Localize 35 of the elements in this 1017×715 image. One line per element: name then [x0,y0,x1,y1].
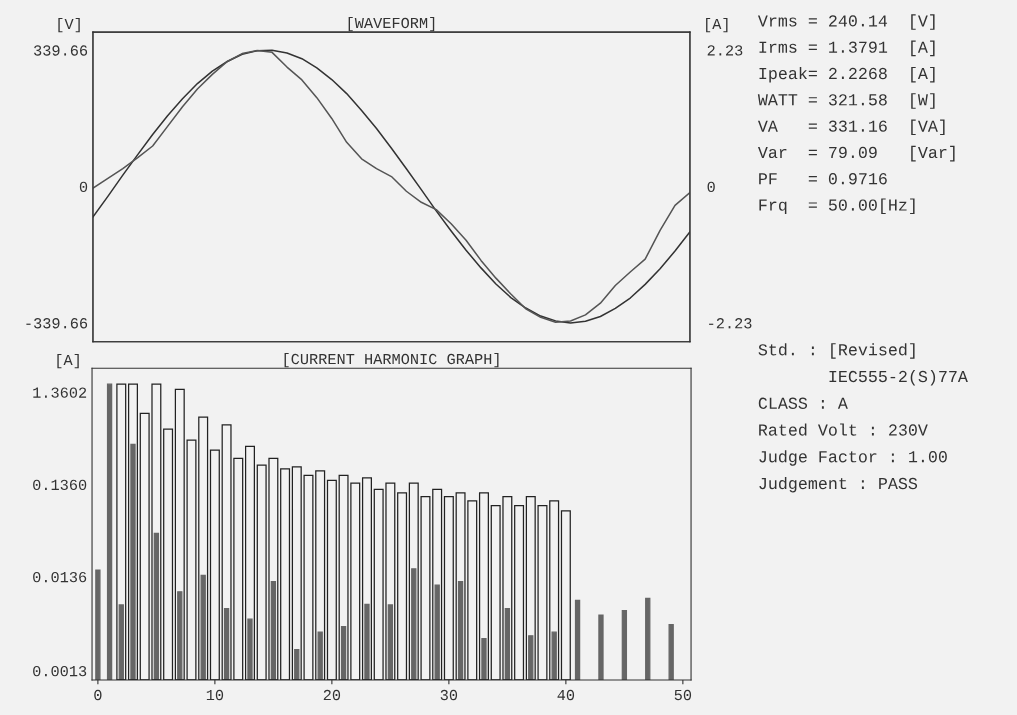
chart-title: [CURRENT HARMONIC GRAPH] [284,352,499,368]
y-tick-label: 0.0013 [33,665,87,677]
text: Var = 79.09 [Var] [757,145,955,162]
x-tick-label: 40 [557,689,575,701]
y-tick-label: -339.66 [26,318,88,329]
x-tick-label: 0 [94,689,102,701]
x-tick-label: 20 [323,689,341,701]
text: VA = 331.16 [VA] [757,119,945,136]
x-tick-label: 50 [674,689,692,701]
x-tick-label: 30 [440,689,458,701]
text: Vrms = 240.14 [V] [757,14,935,30]
y2-tick-label: 0 [707,181,715,193]
text: Frq = 50.00[Hz] [759,198,915,215]
y2-tick-label: -2.23 [709,318,752,329]
text: Irms = 1.3791 [A] [759,40,935,57]
y-tick-label: 0.0136 [33,571,87,583]
text: CLASS : A [758,397,848,409]
y2-tick-label: 2.23 [707,45,743,56]
text: Std. : [Revised] [758,343,915,359]
text: Judge Factor : 1.00 [759,450,947,466]
y-tick-label: 1.3602 [33,387,87,398]
y-tick-label: 0 [79,181,88,193]
text: PF = 0.9716 [759,173,887,185]
text: Rated Volt : 230V [759,423,928,436]
text: WATT = 321.58 [W] [757,93,935,109]
text: Ipeak= 2.2268 [A] [759,66,935,83]
y-axis-title: [A] [57,353,79,369]
text: Judgement : PASS [759,476,918,493]
chart-title: [WAVEFORM] [348,16,435,32]
y2-axis-title: [A] [706,17,728,33]
y-tick-label: 0.1360 [33,479,87,491]
text: IEC555-2(S)77A [829,369,968,386]
y-tick-label: 339.66 [34,45,88,56]
x-tick-label: 10 [206,689,224,701]
y-axis-title: [V] [58,17,80,33]
